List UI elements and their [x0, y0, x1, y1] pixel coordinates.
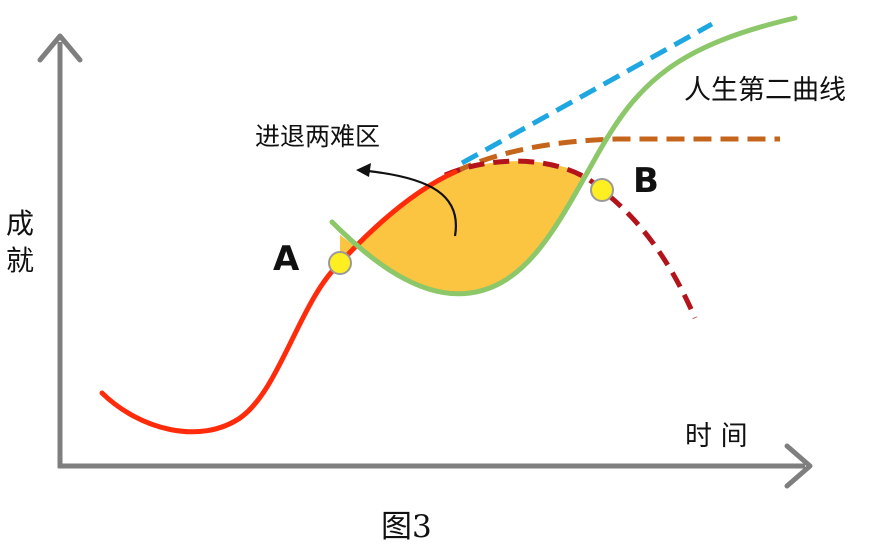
axes	[37, 33, 813, 489]
point-a-marker	[328, 251, 352, 275]
figure-caption: 图3	[381, 509, 432, 545]
point-b-label: B	[633, 161, 659, 201]
y-axis-arrow-icon	[37, 33, 83, 63]
x-axis-label: 时 间	[685, 421, 748, 452]
first-curve-line	[99, 169, 458, 435]
dilemma-zone-area	[340, 161, 585, 294]
pointer-curve	[367, 169, 458, 237]
plateau-projection-dashed-line	[453, 136, 780, 175]
y-axis-label-char-2: 就	[6, 244, 34, 277]
growth-projection-dashed-line	[460, 21, 714, 166]
second-curve-line	[329, 15, 798, 297]
dilemma-zone-label: 进退两难区	[255, 122, 380, 151]
second-curve-label: 人生第二曲线	[684, 75, 846, 106]
x-axis-arrow-icon	[784, 443, 813, 489]
curved-arrow-icon	[356, 163, 371, 177]
y-axis-label-char-1: 成	[6, 207, 34, 240]
point-b-marker	[590, 178, 614, 202]
point-a-label: A	[273, 239, 300, 279]
